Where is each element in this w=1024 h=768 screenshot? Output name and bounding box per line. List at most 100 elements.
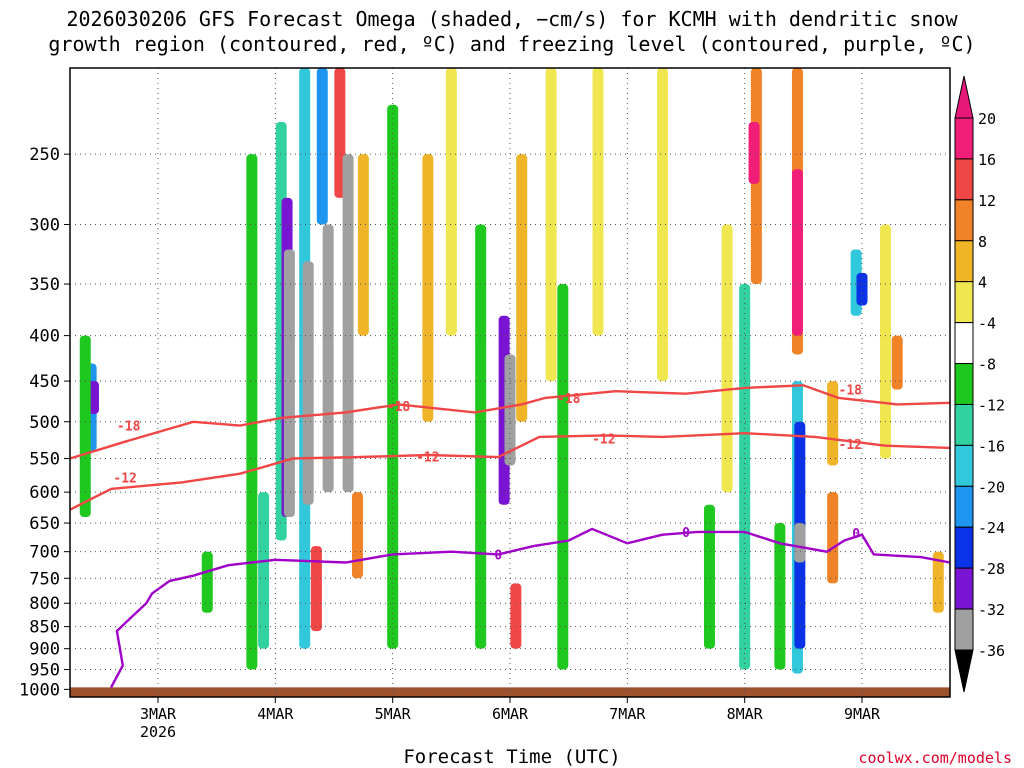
contour-label: -18 (839, 384, 863, 399)
contour-line (69, 384, 951, 460)
omega-cell (827, 381, 839, 466)
omega-cell (322, 224, 334, 493)
x-tick-label: 6MAR (492, 705, 529, 723)
contour-label: 0 (682, 526, 690, 541)
omega-cell (879, 224, 891, 459)
y-tick-label: 250 (29, 145, 60, 165)
omega-cell (516, 154, 528, 422)
colorbar-extend-top (954, 75, 974, 119)
omega-cell (827, 492, 839, 584)
y-tick-label: 300 (29, 216, 60, 236)
contour-label: -18 (387, 400, 411, 415)
omega-cell (357, 154, 369, 336)
contour-label: -12 (416, 450, 439, 465)
omega-cell (657, 68, 669, 382)
colorbar-label: -20 (978, 478, 1005, 496)
x-tick-label: 3MAR (140, 705, 177, 723)
colorbar-label: -36 (978, 642, 1005, 660)
omega-cell (794, 523, 806, 563)
colorbar-swatch (954, 199, 974, 242)
x-tick-sublabel: 2026 (140, 723, 176, 741)
omega-cell (445, 68, 457, 336)
omega-shading (79, 68, 944, 674)
y-tick-label: 950 (29, 661, 60, 681)
omega-cell (739, 284, 751, 670)
colorbar-swatch (954, 485, 974, 528)
colorbar-swatch (954, 403, 974, 446)
x-tick-label: 4MAR (257, 705, 294, 723)
omega-cell (510, 583, 522, 649)
omega-cell (351, 492, 363, 579)
omega-cell (721, 224, 733, 493)
colorbar-swatch (954, 363, 974, 405)
colorbar-swatch (954, 608, 974, 651)
y-tick-label: 900 (29, 640, 60, 660)
y-tick-label: 400 (29, 327, 60, 347)
omega-cell (932, 551, 944, 613)
y-tick-label: 1000 (19, 680, 60, 700)
y-tick-label: 450 (29, 372, 60, 392)
contour-label: -18 (557, 392, 581, 407)
colorbar-label: -8 (978, 356, 996, 374)
omega-cell (504, 354, 516, 466)
x-tick-label: 5MAR (375, 705, 412, 723)
y-tick-label: 350 (29, 275, 60, 295)
colorbar-label: 12 (978, 192, 996, 210)
colorbar-label: 4 (978, 274, 987, 292)
colorbar-label: 20 (978, 110, 996, 128)
omega-cell (246, 154, 258, 670)
omega-cell (703, 504, 715, 649)
colorbar-label: -32 (978, 601, 1005, 619)
ground-surface (70, 687, 950, 697)
y-tick-label: 500 (29, 413, 60, 433)
omega-cell (475, 224, 487, 649)
omega-cell (856, 272, 868, 306)
omega-cell (258, 492, 270, 649)
chart-title-line-2: growth region (contoured, red, ºC) and f… (48, 32, 976, 56)
contour-label: 0 (852, 527, 860, 542)
x-tick-label: 7MAR (609, 705, 646, 723)
colorbar-label: -4 (978, 315, 996, 333)
colorbar-label: -16 (978, 437, 1005, 455)
omega-cell (545, 68, 557, 382)
y-tick-label: 550 (29, 450, 60, 470)
omega-cell (201, 551, 213, 613)
y-tick-label: 600 (29, 483, 60, 503)
omega-cell (79, 335, 91, 518)
colorbar-swatch (954, 322, 974, 365)
colorbar-label: -12 (978, 396, 1005, 414)
x-tick-label: 9MAR (844, 705, 881, 723)
omega-cell (891, 335, 903, 390)
colorbar-extend-bottom (954, 649, 974, 693)
x-axis-title: Forecast Time (UTC) (403, 746, 621, 768)
colorbar-swatch (954, 117, 974, 160)
omega-cell (302, 261, 314, 505)
y-tick-label: 750 (29, 569, 60, 589)
colorbar-label: -24 (978, 519, 1005, 537)
contour-line (110, 527, 951, 688)
omega-cell (774, 523, 786, 670)
y-tick-label: 800 (29, 594, 60, 614)
colorbar-label: 8 (978, 233, 987, 251)
omega-cell (316, 68, 328, 225)
colorbar-label: 16 (978, 151, 996, 169)
omega-cell (283, 249, 295, 518)
colorbar-swatch (954, 158, 974, 201)
y-tick-label: 650 (29, 514, 60, 534)
omega-cell (592, 68, 604, 336)
contour-label: -18 (117, 420, 141, 435)
y-tick-label: 850 (29, 618, 60, 638)
omega-cell (791, 169, 803, 336)
omega-cell (310, 546, 322, 632)
colorbar-swatch (954, 567, 974, 610)
contour-line (69, 431, 951, 511)
chart-title-line-1: 2026030206 GFS Forecast Omega (shaded, −… (66, 7, 958, 31)
omega-cell (342, 154, 354, 493)
site-credit: coolwx.com/models (858, 749, 1012, 767)
colorbar-label: -28 (978, 560, 1005, 578)
omega-cell (748, 121, 760, 184)
colorbar-swatch (954, 444, 974, 487)
y-tick-label: 700 (29, 543, 60, 563)
colorbar-swatch (954, 281, 974, 324)
